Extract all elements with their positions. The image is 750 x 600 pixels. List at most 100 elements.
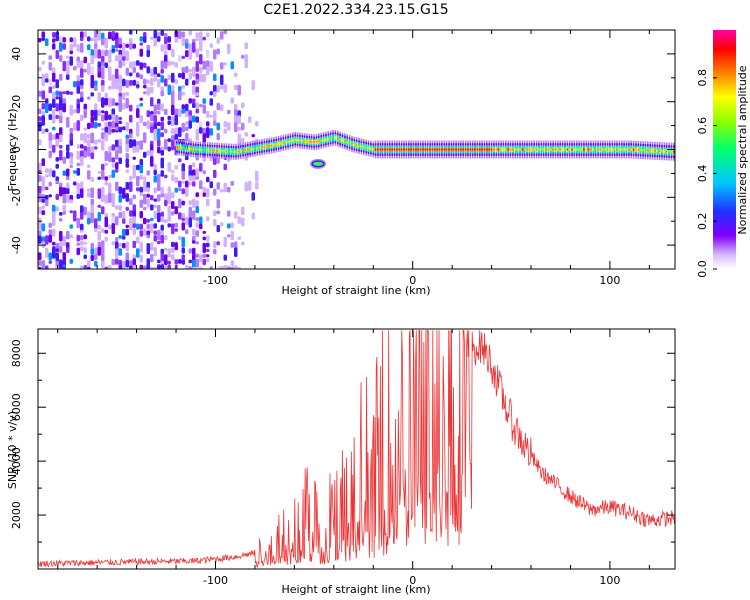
heatmap-trace-cell xyxy=(228,150,230,153)
heatmap-noise-cell xyxy=(153,175,157,183)
heatmap-noise-cell xyxy=(195,176,199,180)
heatmap-noise-cell xyxy=(160,253,164,262)
heatmap-ticks: -100 0 100 -40 -20 0 20 40 xyxy=(10,29,675,287)
heatmap-noise-cell xyxy=(178,30,182,39)
heatmap-blob xyxy=(313,161,324,166)
heatmap-trace-cell xyxy=(642,149,644,152)
heatmap-noise-cell xyxy=(171,116,175,127)
heatmap-trace-cell xyxy=(455,148,457,151)
heatmap-noise-cell xyxy=(122,187,126,199)
heatmap-trace-cell xyxy=(559,148,561,151)
heatmap-trace-cell xyxy=(393,148,396,151)
colorbar-tick-label: 0.8 xyxy=(696,69,709,87)
heatmap-trace-cell xyxy=(670,150,673,153)
heatmap-noise-cell xyxy=(160,230,164,236)
heatmap-noise-cell xyxy=(69,258,73,264)
heatmap-noise-cell xyxy=(192,98,196,105)
heatmap-noise-cell xyxy=(157,121,161,127)
heatmap-noise-cell xyxy=(66,247,70,254)
heatmap-trace-cell xyxy=(573,148,576,151)
heatmap-noise-cell xyxy=(55,157,59,162)
heatmap-trace-cell xyxy=(344,140,346,143)
heatmap-noise-cell xyxy=(171,247,175,253)
heatmap-noise-cell xyxy=(69,91,73,95)
heatmap-trace-cell xyxy=(621,148,623,151)
heatmap-noise-cell xyxy=(52,254,56,259)
heatmap-noise-cell xyxy=(41,31,45,39)
heatmap-noise-cell xyxy=(181,188,185,195)
heatmap-noise-cell xyxy=(87,217,91,225)
heatmap-noise-cell xyxy=(195,133,199,141)
heatmap-trace-cell xyxy=(514,148,517,151)
heatmap-noise-cell xyxy=(125,241,129,252)
heatmap-noise-cell xyxy=(66,144,70,152)
heatmap-trace-cell xyxy=(223,150,225,152)
heatmap-noise-cell xyxy=(199,127,203,134)
heatmap-noise-cell xyxy=(76,120,80,131)
colorbar-gradient xyxy=(713,30,736,269)
heatmap-noise-cell xyxy=(41,90,45,100)
heatmap-noise-cell xyxy=(234,247,238,257)
heatmap-noise-cell xyxy=(206,242,210,248)
heatmap-noise-cell xyxy=(160,60,164,69)
heatmap-noise-cell xyxy=(90,66,94,77)
heatmap-noise-cell xyxy=(241,217,245,227)
heatmap-noise-cell xyxy=(157,204,161,213)
heatmap-noise-cell xyxy=(129,114,133,123)
heatmap-noise-cell xyxy=(206,216,210,222)
heatmap-noise-cell xyxy=(157,110,161,115)
heatmap-trace-cell xyxy=(282,142,285,144)
heatmap-noise-cell xyxy=(115,78,119,90)
heatmap-trace-cell xyxy=(441,148,443,151)
heatmap-noise-cell xyxy=(111,169,115,178)
heatmap-noise-cell xyxy=(160,30,164,36)
heatmap-noise-cell xyxy=(206,188,210,198)
heatmap-trace-cell xyxy=(358,145,360,147)
heatmap-noise-cell xyxy=(45,265,49,269)
heatmap-noise-cell xyxy=(90,248,94,255)
heatmap-noise-cell xyxy=(118,84,122,93)
heatmap-noise-cell xyxy=(143,176,147,181)
heatmap-noise-cell xyxy=(94,54,98,59)
heatmap-noise-cell xyxy=(209,181,213,189)
heatmap-trace-cell xyxy=(502,148,505,151)
heatmap-noise-cell xyxy=(41,260,45,269)
snr-ylabel: SNR (10 * v/v) xyxy=(6,411,19,489)
colorbar-tick-label: 0.4 xyxy=(696,165,709,183)
heatmap-noise-cell xyxy=(174,206,178,215)
heatmap-noise-cell xyxy=(87,266,91,269)
heatmap-noise-cell xyxy=(244,62,248,69)
heatmap-trace-cell xyxy=(632,148,635,151)
heatmap-noise-cell xyxy=(241,206,245,216)
heatmap-noise-cell xyxy=(132,223,136,228)
heatmap-noise-cell xyxy=(157,98,161,105)
heatmap-noise-cell xyxy=(90,198,94,207)
heatmap-trace-cell xyxy=(462,148,464,151)
heatmap-noise-cell xyxy=(150,78,154,86)
heatmap-noise-cell xyxy=(62,43,66,50)
heatmap-trace-cell xyxy=(521,148,524,151)
heatmap-noise-cell xyxy=(87,260,91,269)
heatmap-trace-cell xyxy=(322,139,325,141)
heatmap-noise-cell xyxy=(115,150,119,160)
heatmap-noise-cell xyxy=(146,258,150,269)
heatmap-noise-cell xyxy=(139,97,143,101)
heatmap-noise-cell xyxy=(139,254,143,263)
heatmap-noise-cell xyxy=(87,36,91,42)
heatmap-noise-cell xyxy=(118,157,122,164)
heatmap-noise-cell xyxy=(83,247,87,254)
heatmap-noise-cell xyxy=(164,219,168,224)
heatmap-noise-cell xyxy=(167,36,171,43)
heatmap-noise-cell xyxy=(83,234,87,240)
heatmap-trace-cell xyxy=(239,150,242,152)
heatmap-noise-cell xyxy=(38,235,42,244)
heatmap-noise-cell xyxy=(157,212,161,223)
heatmap-trace-cell xyxy=(235,151,237,153)
heatmap-noise-cell xyxy=(188,217,192,228)
heatmap-noise-cell xyxy=(90,122,94,129)
heatmap-trace-cell xyxy=(585,148,588,151)
heatmap-noise-cell xyxy=(83,114,87,119)
heatmap-noise-cell xyxy=(139,199,143,208)
heatmap-noise-cell xyxy=(181,55,185,59)
heatmap-noise-cell xyxy=(80,68,84,78)
